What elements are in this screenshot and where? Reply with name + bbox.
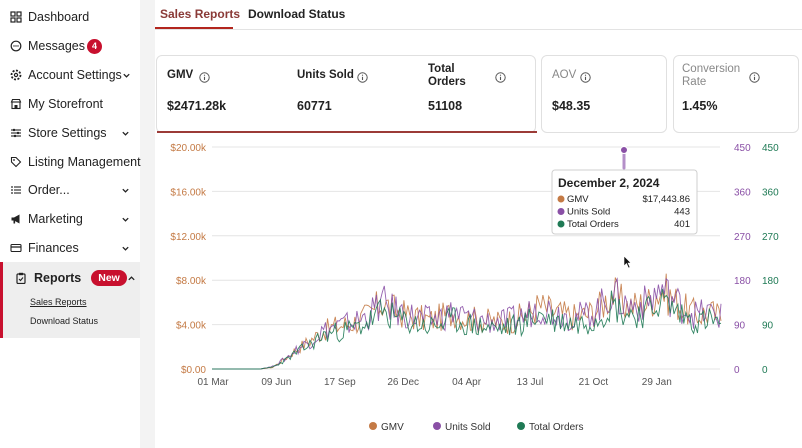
sidebar-item-label: Listing Management [28, 155, 141, 169]
sidebar-subitem-download-status[interactable]: Download Status [30, 316, 99, 326]
sidebar-item-listing-management[interactable]: Listing Management [0, 149, 141, 175]
sidebar-item-messages[interactable]: Messages 4 [0, 33, 140, 59]
report-tabs: Sales Reports Download Status [155, 0, 802, 30]
sidebar-item-label: Messages [28, 39, 85, 53]
sidebar: Dashboard Messages 4 Account Settings My… [0, 0, 141, 448]
sidebar-item-label: Reports [34, 271, 82, 285]
tab-sales-reports[interactable]: Sales Reports [160, 7, 241, 21]
clipboard-icon [15, 272, 27, 284]
list-icon [10, 184, 22, 196]
sidebar-item-label: Store Settings [28, 126, 107, 140]
storefront-icon [10, 98, 22, 110]
chevron-down-icon[interactable] [120, 128, 130, 138]
metric-value: $48.35 [552, 99, 591, 113]
info-icon[interactable] [357, 70, 368, 83]
megaphone-icon [10, 213, 22, 225]
metric-label: GMV [167, 69, 194, 81]
metric-value: 60771 [297, 99, 332, 113]
gear-icon [10, 69, 22, 81]
new-badge: New [91, 270, 127, 286]
credit-card-icon [10, 242, 22, 254]
metrics-card-primary[interactable]: GMV $2471.28k Units Sold 60771 Total Ord… [156, 55, 537, 133]
tab-download-status[interactable]: Download Status [248, 7, 346, 21]
chevron-down-icon[interactable] [120, 185, 130, 195]
sidebar-item-label: Marketing [28, 212, 83, 226]
messages-count-badge: 4 [86, 38, 102, 54]
info-icon[interactable] [749, 70, 760, 83]
chevron-up-icon[interactable] [127, 274, 136, 283]
metrics-card-aov[interactable]: AOV $48.35 [541, 55, 667, 133]
sidebar-item-label: Finances [28, 241, 79, 255]
sidebar-item-finances[interactable]: Finances [0, 235, 140, 261]
metric-value: 51108 [428, 99, 463, 113]
metric-label: Total Orders [428, 63, 466, 88]
sidebar-item-account-settings[interactable]: Account Settings [0, 62, 140, 88]
metric-label: Conversion Rate [682, 63, 741, 88]
metrics-card-conversion[interactable]: Conversion Rate 1.45% [673, 55, 799, 133]
sidebar-item-marketing[interactable]: Marketing [0, 206, 140, 232]
sidebar-item-reports[interactable]: Reports New [15, 268, 140, 288]
metric-value: $2471.28k [167, 99, 227, 113]
sidebar-subitem-sales-reports[interactable]: Sales Reports [30, 297, 87, 307]
metric-units-sold: Units Sold 60771 [297, 69, 354, 113]
sidebar-section-reports: Reports New Sales Reports Download Statu… [0, 262, 140, 338]
sidebar-item-label: Account Settings [28, 68, 122, 82]
tag-icon [10, 156, 22, 168]
sidebar-item-label: My Storefront [28, 97, 104, 111]
sliders-icon [10, 127, 22, 139]
metric-conversion-rate: Conversion Rate 1.45% [682, 63, 752, 113]
sidebar-item-orders[interactable]: Order... [0, 177, 140, 203]
info-icon[interactable] [199, 70, 210, 83]
sidebar-item-label: Order... [28, 183, 70, 197]
metric-aov: AOV $48.35 [552, 69, 590, 113]
metric-gmv: GMV $2471.28k [167, 69, 226, 113]
active-card-indicator [157, 131, 537, 133]
metric-label: Units Sold [297, 69, 354, 81]
main-content: Sales Reports Download Status GMV $2471.… [155, 0, 802, 448]
metric-label: AOV [552, 69, 577, 81]
info-icon[interactable] [495, 70, 506, 83]
sidebar-item-dashboard[interactable]: Dashboard [0, 4, 140, 30]
metric-total-orders: Total Orders 51108 [428, 63, 478, 113]
sidebar-item-my-storefront[interactable]: My Storefront [0, 91, 140, 117]
chevron-down-icon[interactable] [120, 243, 130, 253]
sidebar-item-label: Dashboard [28, 10, 90, 24]
active-tab-indicator [155, 27, 233, 29]
dashboard-icon [10, 11, 22, 23]
metric-value: 1.45% [682, 99, 718, 113]
sidebar-item-store-settings[interactable]: Store Settings [0, 120, 140, 146]
chevron-down-icon[interactable] [122, 70, 131, 80]
chevron-down-icon[interactable] [120, 214, 130, 224]
chat-bubble-icon [10, 40, 22, 52]
info-icon[interactable] [580, 70, 591, 83]
